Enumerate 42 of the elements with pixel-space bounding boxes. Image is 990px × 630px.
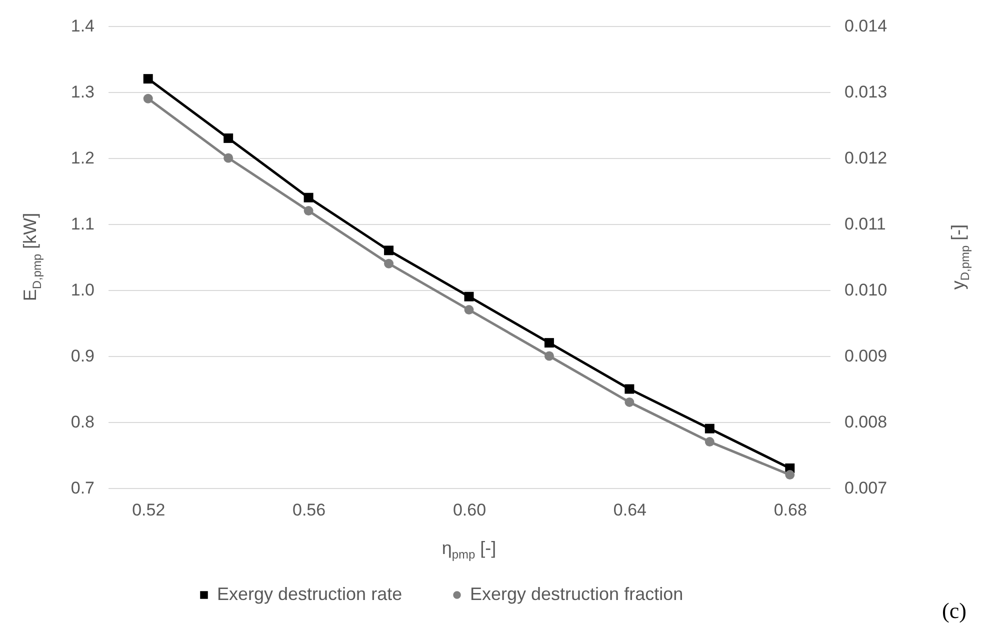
- legend-label: Exergy destruction fraction: [470, 584, 684, 604]
- y2-tick-label: 0.009: [844, 346, 888, 366]
- y2-tick-label: 0.014: [844, 16, 888, 36]
- x-axis-title: η$_{pmp}$ [-]: [442, 538, 496, 562]
- x-tick-label: 0.52: [132, 500, 166, 520]
- y2-tick-label: 0.013: [844, 82, 888, 102]
- y-tick-label: 0.8: [70, 412, 94, 432]
- y2-tick-label: 0.012: [844, 148, 888, 168]
- point: [143, 74, 153, 84]
- point: [544, 338, 554, 348]
- y-tick-label: 1.4: [70, 16, 94, 36]
- text: (c): [942, 598, 966, 624]
- point: [624, 384, 634, 394]
- point: [704, 424, 714, 434]
- point: [704, 437, 714, 447]
- point: [384, 246, 394, 256]
- y-tick-label: 1.0: [70, 280, 94, 300]
- point: [224, 133, 234, 143]
- point: [143, 94, 153, 104]
- legend-label: Exergy destruction rate: [217, 584, 402, 604]
- point: [464, 292, 474, 302]
- y-tick-label: 1.3: [70, 82, 94, 102]
- point: [224, 153, 234, 163]
- y2-tick-label: 0.008: [844, 412, 888, 432]
- x-tick-label: 0.64: [613, 500, 646, 520]
- point: [464, 305, 474, 315]
- point: [304, 206, 314, 216]
- y-tick-label: 1.2: [70, 148, 94, 168]
- y-tick-label: 1.1: [70, 214, 94, 234]
- y2-tick-label: 0.007: [844, 478, 888, 498]
- y2-tick-label: 0.010: [844, 280, 888, 300]
- point: [785, 470, 795, 480]
- point: [304, 192, 314, 202]
- x-tick-label: 0.60: [452, 500, 486, 520]
- point: [624, 397, 634, 407]
- y2-tick-label: 0.011: [844, 214, 886, 234]
- y-tick-label: 0.7: [70, 478, 94, 498]
- x-tick-label: 0.68: [774, 500, 807, 520]
- y-tick-label: 0.9: [70, 346, 94, 366]
- point: [384, 258, 394, 268]
- point: [544, 351, 554, 361]
- x-tick-label: 0.56: [292, 500, 326, 520]
